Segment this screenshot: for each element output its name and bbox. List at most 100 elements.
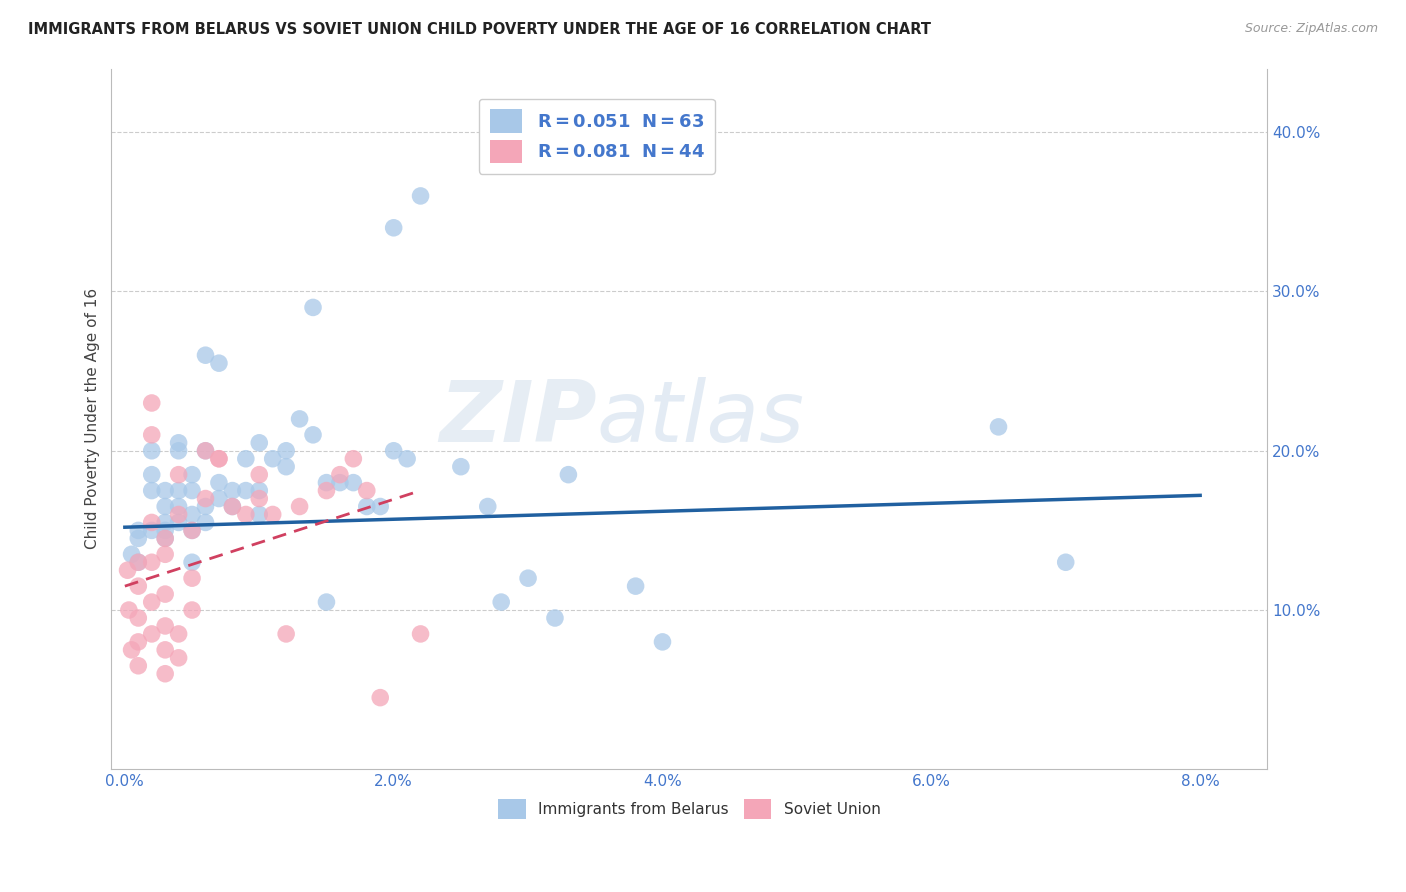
- Point: [127, 524, 149, 538]
- Point: [181, 524, 204, 538]
- Point: [167, 508, 190, 522]
- Point: [208, 491, 231, 506]
- Point: [208, 451, 231, 466]
- Point: [235, 483, 257, 498]
- Point: [262, 508, 284, 522]
- Point: [396, 451, 419, 466]
- Point: [477, 500, 499, 514]
- Point: [356, 500, 378, 514]
- Point: [141, 427, 163, 442]
- Point: [247, 483, 270, 498]
- Point: [544, 611, 567, 625]
- Point: [117, 563, 139, 577]
- Point: [127, 658, 149, 673]
- Point: [382, 443, 405, 458]
- Text: IMMIGRANTS FROM BELARUS VS SOVIET UNION CHILD POVERTY UNDER THE AGE OF 16 CORREL: IMMIGRANTS FROM BELARUS VS SOVIET UNION …: [28, 22, 931, 37]
- Y-axis label: Child Poverty Under the Age of 16: Child Poverty Under the Age of 16: [86, 288, 100, 549]
- Point: [208, 356, 231, 370]
- Point: [368, 500, 391, 514]
- Point: [167, 443, 190, 458]
- Point: [557, 467, 579, 482]
- Point: [153, 666, 176, 681]
- Point: [208, 475, 231, 490]
- Point: [153, 547, 176, 561]
- Point: [315, 483, 337, 498]
- Point: [247, 467, 270, 482]
- Point: [288, 412, 311, 426]
- Text: ZIP: ZIP: [439, 377, 598, 460]
- Point: [987, 420, 1010, 434]
- Point: [127, 635, 149, 649]
- Point: [127, 555, 149, 569]
- Point: [153, 516, 176, 530]
- Point: [276, 627, 298, 641]
- Point: [153, 500, 176, 514]
- Point: [127, 579, 149, 593]
- Point: [288, 500, 311, 514]
- Point: [127, 555, 149, 569]
- Point: [121, 547, 143, 561]
- Point: [167, 627, 190, 641]
- Point: [153, 532, 176, 546]
- Point: [127, 532, 149, 546]
- Point: [315, 595, 337, 609]
- Point: [127, 611, 149, 625]
- Point: [247, 435, 270, 450]
- Point: [167, 467, 190, 482]
- Point: [235, 451, 257, 466]
- Text: Source: ZipAtlas.com: Source: ZipAtlas.com: [1244, 22, 1378, 36]
- Point: [194, 516, 217, 530]
- Point: [194, 491, 217, 506]
- Point: [141, 516, 163, 530]
- Point: [624, 579, 647, 593]
- Point: [315, 475, 337, 490]
- Point: [247, 491, 270, 506]
- Point: [276, 443, 298, 458]
- Point: [141, 627, 163, 641]
- Point: [121, 643, 143, 657]
- Point: [342, 475, 364, 490]
- Point: [167, 516, 190, 530]
- Point: [141, 443, 163, 458]
- Point: [167, 650, 190, 665]
- Point: [221, 500, 243, 514]
- Point: [153, 643, 176, 657]
- Point: [356, 483, 378, 498]
- Point: [221, 483, 243, 498]
- Point: [141, 595, 163, 609]
- Point: [167, 500, 190, 514]
- Point: [221, 500, 243, 514]
- Point: [153, 619, 176, 633]
- Point: [141, 555, 163, 569]
- Point: [153, 483, 176, 498]
- Point: [489, 595, 512, 609]
- Point: [153, 532, 176, 546]
- Point: [208, 451, 231, 466]
- Point: [329, 467, 352, 482]
- Point: [262, 451, 284, 466]
- Point: [141, 467, 163, 482]
- Point: [651, 635, 673, 649]
- Point: [517, 571, 540, 585]
- Point: [450, 459, 472, 474]
- Point: [167, 435, 190, 450]
- Point: [247, 508, 270, 522]
- Point: [194, 348, 217, 362]
- Point: [368, 690, 391, 705]
- Point: [235, 508, 257, 522]
- Point: [409, 189, 432, 203]
- Point: [302, 427, 325, 442]
- Point: [118, 603, 141, 617]
- Point: [141, 396, 163, 410]
- Point: [276, 459, 298, 474]
- Point: [382, 220, 405, 235]
- Point: [302, 301, 325, 315]
- Point: [153, 524, 176, 538]
- Legend: Immigrants from Belarus, Soviet Union: Immigrants from Belarus, Soviet Union: [492, 793, 887, 825]
- Point: [181, 467, 204, 482]
- Point: [181, 555, 204, 569]
- Point: [153, 587, 176, 601]
- Point: [1054, 555, 1077, 569]
- Point: [167, 483, 190, 498]
- Point: [181, 508, 204, 522]
